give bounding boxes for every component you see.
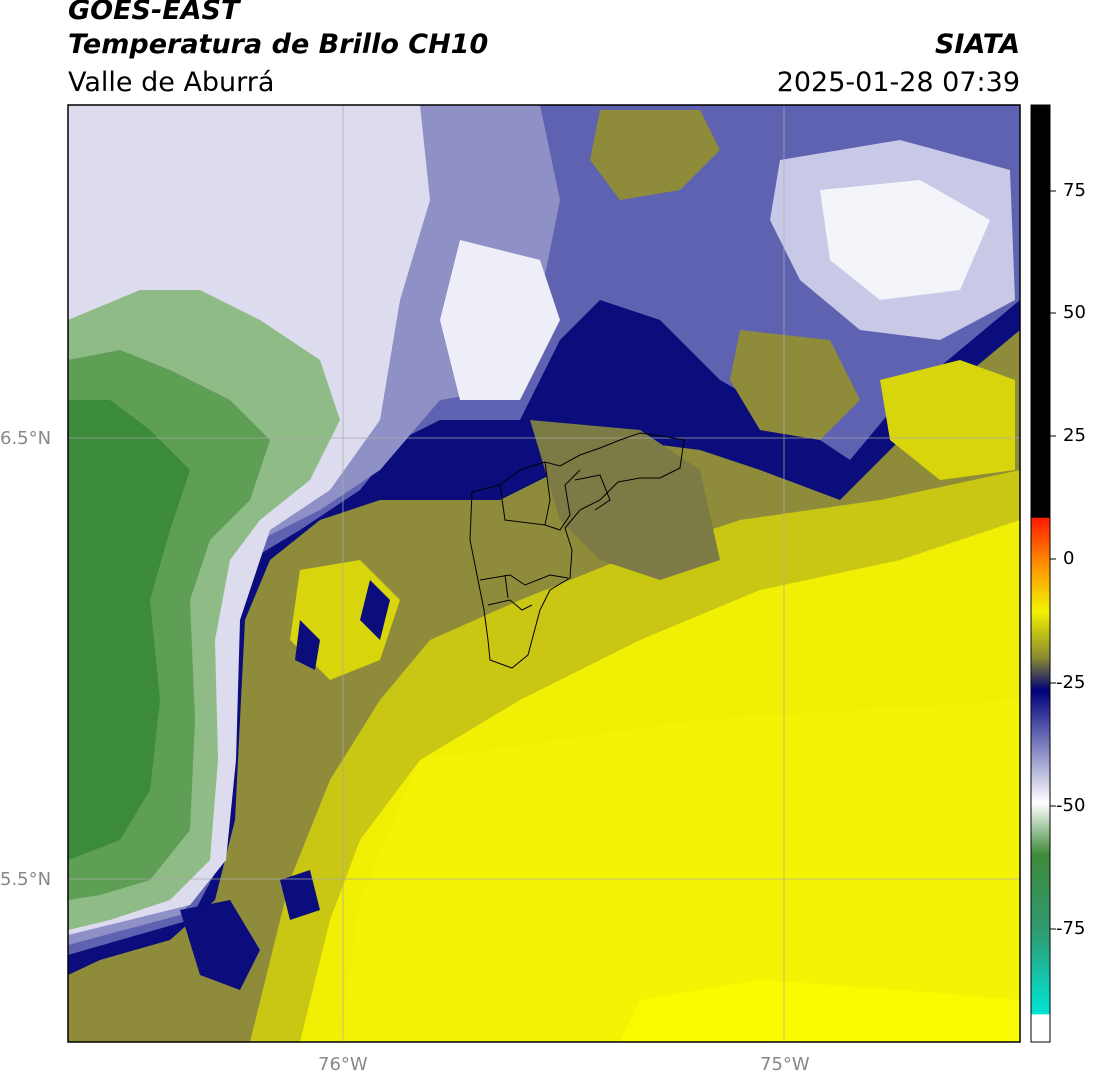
agency-label: SIATA [934, 29, 1020, 60]
colorbar-tick-label: 75 [1063, 180, 1086, 201]
satellite-title: GOES-EAST [68, 0, 240, 26]
colorbar-tick-label: 25 [1063, 425, 1086, 446]
colorbar-tick-label: 0 [1063, 548, 1075, 569]
colorbar-ticks [1050, 190, 1056, 930]
colorbar [1030, 104, 1051, 1043]
lon-tick-label: 76°W [318, 1054, 368, 1075]
colorbar-tick-label: 50 [1063, 302, 1086, 323]
lat-tick-label: 6.5°N [0, 428, 52, 449]
lat-tick-label: 5.5°N [0, 869, 52, 890]
colorbar-tick-label: -25 [1056, 672, 1086, 693]
map-frame [67, 104, 1021, 1043]
municipality-boundaries [469, 432, 685, 669]
colorbar-tick-label: -75 [1056, 918, 1086, 939]
colorbar-tick-label: -50 [1056, 795, 1086, 816]
product-title: Temperatura de Brillo CH10 [68, 29, 489, 60]
lon-tick-label: 75°W [760, 1054, 810, 1075]
datetime-label: 2025-01-28 07:39 [776, 67, 1020, 98]
region-label: Valle de Aburrá [68, 67, 275, 98]
graticule [68, 105, 1020, 1042]
satellite-field [68, 105, 1020, 1042]
